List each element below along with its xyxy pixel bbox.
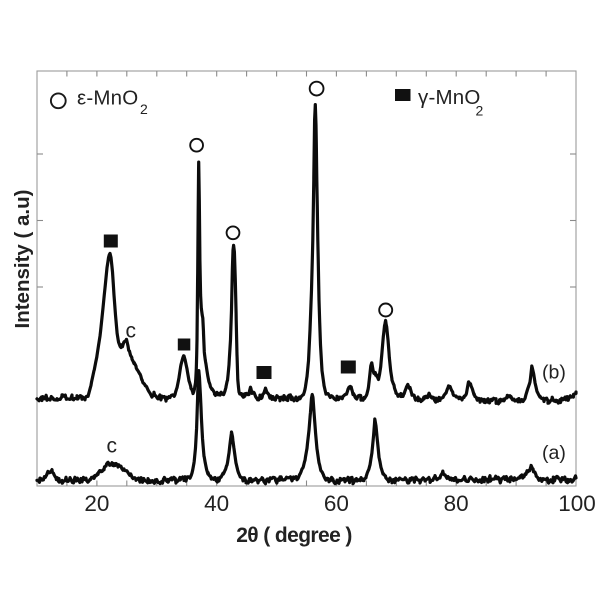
- svg-text:2θ ( degree ): 2θ ( degree ): [236, 524, 352, 547]
- svg-text:(a): (a): [542, 442, 566, 464]
- svg-text:ε-MnO: ε-MnO: [77, 87, 138, 110]
- svg-text:100: 100: [558, 491, 596, 516]
- svg-text:60: 60: [324, 491, 349, 516]
- svg-text:Intensity ( a.u): Intensity ( a.u): [11, 190, 34, 329]
- svg-text:40: 40: [204, 491, 229, 516]
- svg-text:80: 80: [444, 491, 469, 516]
- svg-text:2: 2: [140, 101, 148, 117]
- svg-text:20: 20: [84, 491, 109, 516]
- svg-text:c: c: [107, 435, 118, 458]
- svg-text:γ-MnO: γ-MnO: [418, 86, 481, 109]
- svg-text:c: c: [126, 320, 137, 343]
- svg-text:(b): (b): [542, 362, 566, 384]
- svg-text:2: 2: [476, 103, 484, 119]
